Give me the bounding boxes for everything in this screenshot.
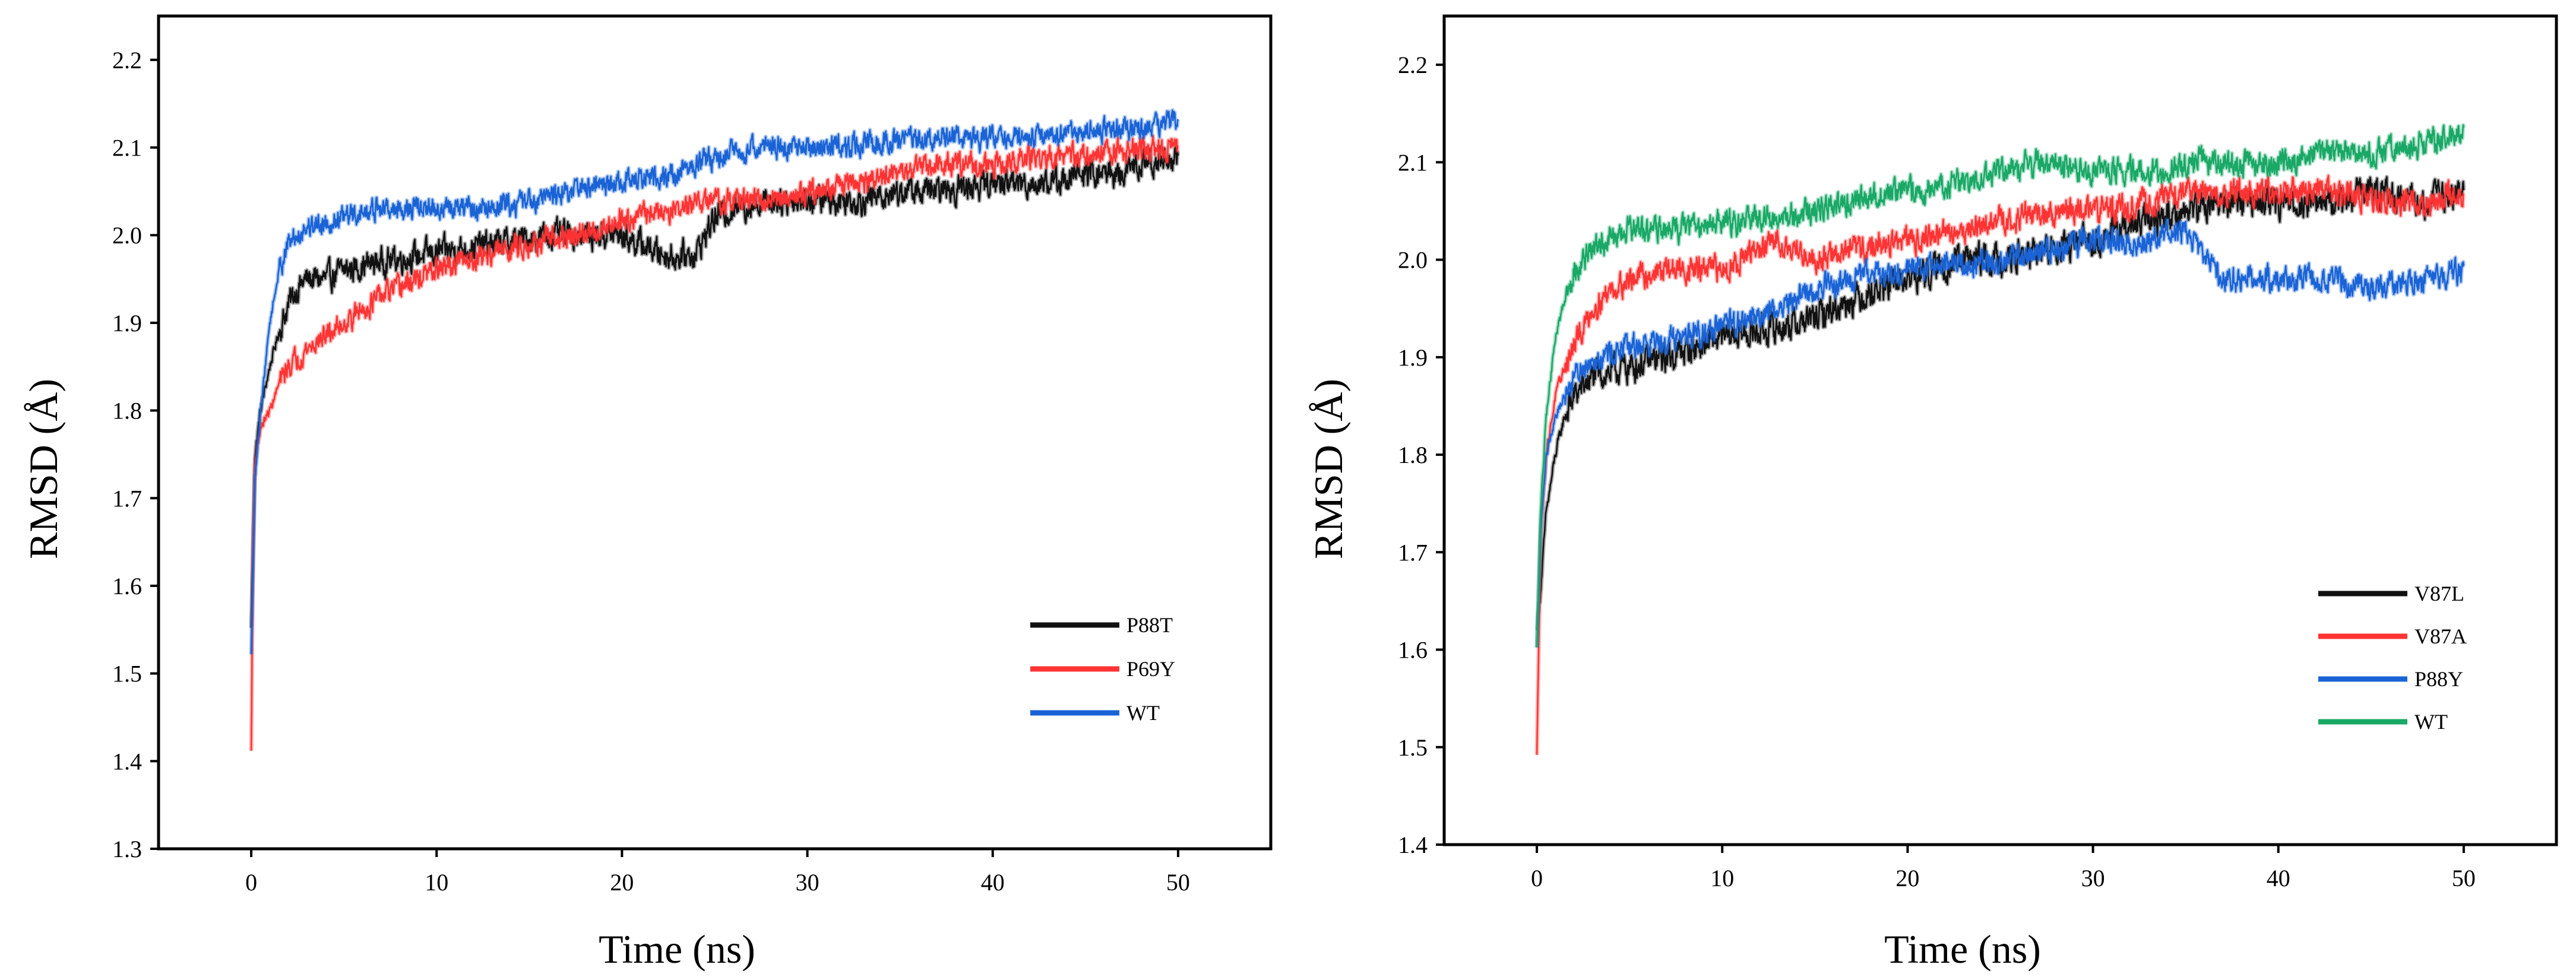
x-tick-label: 20 xyxy=(1895,865,1919,892)
y-tick-label: 1.3 xyxy=(112,836,142,862)
x-tick-label: 30 xyxy=(2081,865,2105,892)
legend-label: WT xyxy=(1126,701,1160,725)
y-tick-label: 2.2 xyxy=(1398,52,1428,78)
legend: V87L V87A P88Y WT xyxy=(2318,582,2467,734)
y-tick-label: 1.5 xyxy=(1398,734,1428,761)
plot-frame xyxy=(1442,14,2558,846)
x-tick-label: 40 xyxy=(981,869,1005,896)
legend-label: V87L xyxy=(2414,582,2464,605)
y-tick-label: 1.9 xyxy=(112,310,142,337)
x-tick-label: 50 xyxy=(2452,865,2476,892)
plot-area-right: 0 10 20 30 40 50 1.4 1.5 1.6 1.7 1.8 1.9 2.0 2.1 2.2 V8… xyxy=(1398,14,2558,892)
chart-left: 0 10 20 30 40 50 1.3 1.4 1.5 1.6 1.7 1.8 1.9 2.0 2.1 2.… xyxy=(21,14,1273,972)
y-tick-label: 1.6 xyxy=(112,573,142,599)
y-axis-title: RMSD (Å) xyxy=(21,379,66,559)
x-tick-label: 0 xyxy=(1531,865,1543,892)
legend-label: P88Y xyxy=(2414,667,2463,691)
y-tick-label: 1.6 xyxy=(1398,637,1428,664)
legend-label: P69Y xyxy=(1126,657,1175,681)
y-tick-label: 1.9 xyxy=(1398,344,1428,371)
x-axis-title: Time (ns) xyxy=(599,927,755,972)
plot-area-left: 0 10 20 30 40 50 1.3 1.4 1.5 1.6 1.7 1.8 1.9 2.0 2.1 2.… xyxy=(112,14,1273,896)
y-tick-label: 2.1 xyxy=(112,135,142,161)
y-axis-title: RMSD (Å) xyxy=(1306,379,1351,559)
series-line-p69y xyxy=(250,134,1179,751)
series-line-wt xyxy=(1536,124,2465,648)
y-tick-label: 1.4 xyxy=(1398,832,1428,858)
x-tick-label: 10 xyxy=(1710,865,1734,892)
legend-label: WT xyxy=(2414,710,2448,734)
legend: P88T P69Y WT xyxy=(1030,613,1175,725)
series-line-p88t xyxy=(250,144,1179,628)
legend-label: P88T xyxy=(1126,613,1173,637)
x-axis-title: Time (ns) xyxy=(1884,927,2041,972)
y-tick-label: 2.1 xyxy=(1398,149,1428,176)
y-tick-label: 1.4 xyxy=(112,748,142,775)
y-tick-label: 2.0 xyxy=(112,222,142,249)
x-tick-label: 20 xyxy=(610,869,634,896)
x-tick-label: 50 xyxy=(1166,869,1190,896)
x-tick-label: 10 xyxy=(425,869,448,896)
series-line-v87l xyxy=(1536,176,2465,630)
chart-right: 0 10 20 30 40 50 1.4 1.5 1.6 1.7 1.8 1.9 2.0 2.1 2.2 V8… xyxy=(1306,14,2558,972)
x-tick-label: 0 xyxy=(245,869,257,896)
series-line-p88y xyxy=(1536,218,2465,648)
y-tick-label: 1.5 xyxy=(112,661,142,687)
y-tick-label: 1.8 xyxy=(1398,442,1428,468)
plot-frame xyxy=(157,14,1273,851)
series-line-v87a xyxy=(1536,175,2464,755)
series-line-halo-v87l xyxy=(1535,175,2466,631)
y-tick-label: 1.8 xyxy=(112,398,142,424)
series-line-wt xyxy=(250,109,1179,655)
y-tick-label: 2.2 xyxy=(112,47,142,74)
x-tick-label: 40 xyxy=(2267,865,2290,892)
legend-label: V87A xyxy=(2414,624,2467,648)
x-tick-label: 30 xyxy=(796,869,819,896)
y-tick-label: 2.0 xyxy=(1398,247,1428,274)
y-tick-label: 1.7 xyxy=(112,485,142,512)
y-tick-label: 1.7 xyxy=(1398,539,1428,566)
